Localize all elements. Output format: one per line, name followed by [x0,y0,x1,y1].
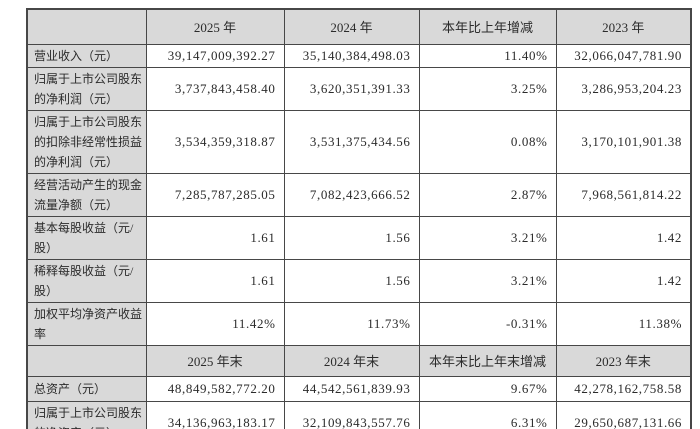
value-2025: 11.42% [145,301,285,346]
value-yoy-change: 3.21% [418,215,557,260]
value-yoy-change: 9.67% [418,375,557,402]
value-2024: 3,531,375,434.56 [283,109,420,174]
value-2024: 11.73% [283,301,420,346]
value-2023: 29,650,687,131.66 [555,400,692,429]
value-2025: 3,534,359,318.87 [145,109,285,174]
col-header-2025: 2025 年 [145,8,285,45]
value-yoy-change: 2.87% [418,172,557,217]
value-2025: 7,285,787,285.05 [145,172,285,217]
header-blank-cell [26,8,147,45]
row-label: 归属于上市公司股东的扣除非经常性损益的净利润（元） [26,109,147,174]
value-yoy-change: 6.31% [418,400,557,429]
value-2025: 34,136,963,183.17 [145,400,285,429]
value-2023: 42,278,162,758.58 [555,375,692,402]
value-2023: 11.38% [555,301,692,346]
table-row-net-assets: 归属于上市公司股东的净资产（元） 34,136,963,183.17 32,10… [26,400,692,429]
table-header-row-annual: 2025 年 2024 年 本年比上年增减 2023 年 [26,8,692,45]
value-2024: 1.56 [283,215,420,260]
table-header-row-period-end: 2025 年末 2024 年末 本年末比上年末增减 2023 年末 [26,344,692,377]
value-2024: 32,109,843,557.76 [283,400,420,429]
table-row-basic-eps: 基本每股收益（元/股） 1.61 1.56 3.21% 1.42 [26,215,692,260]
table-row-total-assets: 总资产（元） 48,849,582,772.20 44,542,561,839.… [26,375,692,402]
col-header-2024-end: 2024 年末 [283,344,420,377]
table-row-net-profit: 归属于上市公司股东的净利润（元） 3,737,843,458.40 3,620,… [26,66,692,111]
value-2023: 1.42 [555,215,692,260]
table-row-diluted-eps: 稀释每股收益（元/股） 1.61 1.56 3.21% 1.42 [26,258,692,303]
value-yoy-change: 3.21% [418,258,557,303]
value-2024: 7,082,423,666.52 [283,172,420,217]
col-header-end-change: 本年末比上年末增减 [418,344,557,377]
col-header-2023: 2023 年 [555,8,692,45]
value-2025: 1.61 [145,258,285,303]
value-2025: 1.61 [145,215,285,260]
value-2023: 32,066,047,781.90 [555,43,692,68]
value-2025: 39,147,009,392.27 [145,43,285,68]
row-label: 营业收入（元） [26,43,147,68]
value-yoy-change: 3.25% [418,66,557,111]
value-2024: 35,140,384,498.03 [283,43,420,68]
row-label: 稀释每股收益（元/股） [26,258,147,303]
col-header-2025-end: 2025 年末 [145,344,285,377]
row-label: 总资产（元） [26,375,147,402]
key-financials-table: 2025 年 2024 年 本年比上年增减 2023 年 营业收入（元） 39,… [26,8,692,429]
value-2024: 1.56 [283,258,420,303]
table-row-weighted-avg-roe: 加权平均净资产收益率 11.42% 11.73% -0.31% 11.38% [26,301,692,346]
col-header-2023-end: 2023 年末 [555,344,692,377]
row-label: 归属于上市公司股东的净利润（元） [26,66,147,111]
financial-summary-table: 2025 年 2024 年 本年比上年增减 2023 年 营业收入（元） 39,… [26,8,692,429]
value-2025: 3,737,843,458.40 [145,66,285,111]
value-2024: 3,620,351,391.33 [283,66,420,111]
value-2023: 3,286,953,204.23 [555,66,692,111]
table-row-operating-cash-flow: 经营活动产生的现金流量净额（元） 7,285,787,285.05 7,082,… [26,172,692,217]
value-2025: 48,849,582,772.20 [145,375,285,402]
row-label: 加权平均净资产收益率 [26,301,147,346]
value-2023: 7,968,561,814.22 [555,172,692,217]
value-yoy-change: -0.31% [418,301,557,346]
value-2023: 3,170,101,901.38 [555,109,692,174]
row-label: 经营活动产生的现金流量净额（元） [26,172,147,217]
header-blank-cell [26,344,147,377]
value-yoy-change: 0.08% [418,109,557,174]
row-label: 基本每股收益（元/股） [26,215,147,260]
value-yoy-change: 11.40% [418,43,557,68]
col-header-yoy-change: 本年比上年增减 [418,8,557,45]
value-2024: 44,542,561,839.93 [283,375,420,402]
value-2023: 1.42 [555,258,692,303]
table-row-net-profit-excl-nonrecurring: 归属于上市公司股东的扣除非经常性损益的净利润（元） 3,534,359,318.… [26,109,692,174]
row-label: 归属于上市公司股东的净资产（元） [26,400,147,429]
col-header-2024: 2024 年 [283,8,420,45]
table-row-revenue: 营业收入（元） 39,147,009,392.27 35,140,384,498… [26,43,692,68]
